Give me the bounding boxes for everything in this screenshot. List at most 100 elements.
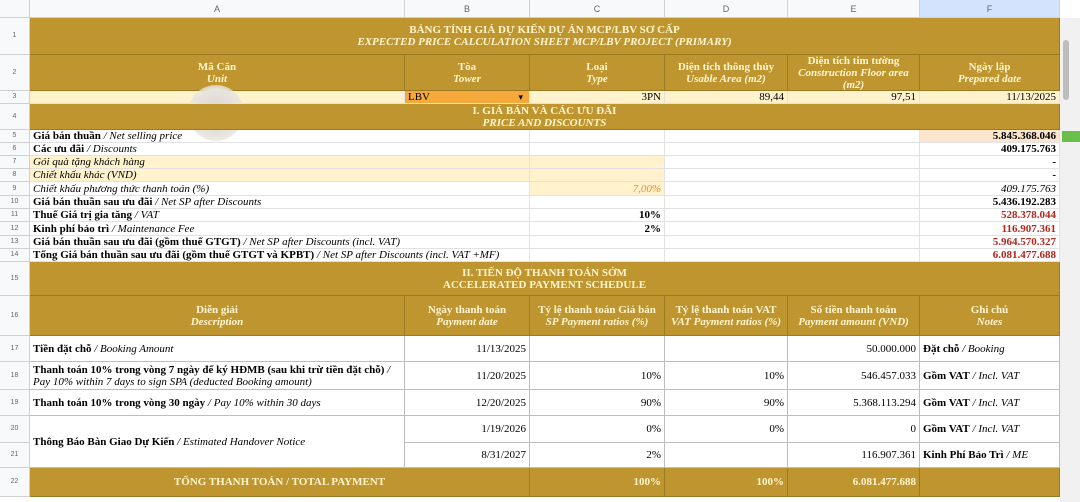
cell-text: Construction Floor area (m2)	[798, 66, 909, 91]
price-value: 5.964.570.327	[920, 236, 1060, 249]
cell-content: 14	[3, 249, 26, 261]
vat-ratio	[665, 443, 788, 468]
cell-text: 21	[10, 451, 19, 458]
cell-text: / Booking Amount	[94, 342, 174, 355]
cell-content: Thanh toán 10% trong vòng 30 ngày / Pay …	[33, 397, 401, 409]
cell-content: 116.907.361	[791, 449, 916, 461]
price-label: Giá bán thuần / Net selling price	[30, 130, 530, 143]
cell-text: / Net SP after Discounts (incl. VAT +MF)	[316, 249, 500, 261]
cell-text: 100%	[756, 476, 785, 488]
column-header: C	[530, 0, 665, 18]
tower-select[interactable]: LBV ▾	[405, 91, 530, 104]
column-header: A	[30, 0, 405, 18]
cell-text: Ngày thanh toán	[427, 303, 507, 316]
price-label: Chiết khấu phương thức thanh toán (%)	[30, 182, 530, 196]
cell-content: Gồm VAT / Incl. VAT	[923, 370, 1056, 382]
cell-content: 22	[3, 476, 26, 488]
cell-text: 97,51	[891, 91, 916, 103]
schedule-header: Tỷ lệ thanh toán VAT VAT Payment ratios (…	[665, 296, 788, 336]
cell-content: 5.436.192.283	[923, 196, 1056, 208]
cell-text: 116.907.361	[1001, 222, 1056, 235]
blank	[665, 209, 920, 222]
total-sp: 100%	[530, 468, 665, 497]
row-number: 9	[0, 182, 30, 196]
cell-content: 100%	[533, 476, 662, 488]
cell-text: 90%	[763, 396, 784, 409]
cell-text: LBV	[408, 91, 430, 103]
cell-text: 0%	[769, 423, 784, 435]
price-label: Giá bán thuần sau ưu đãi / Net SP after …	[30, 196, 530, 209]
cell-text: Tỷ lệ thanh toán VAT	[675, 303, 777, 316]
payment-date: 1/19/2026	[405, 416, 530, 443]
cell-text: B	[463, 3, 470, 14]
payment-note: Kinh Phí Bảo Trì / ME	[920, 443, 1060, 468]
total-vat: 100%	[665, 468, 788, 497]
price-label: Chiết khấu khác (VND)	[30, 169, 530, 182]
cell-text: Usable Area (m2)	[686, 72, 766, 85]
cell-content: 18	[3, 370, 26, 382]
price-rate	[530, 236, 665, 249]
cell-text: / Estimated Handover Notice	[177, 435, 306, 448]
cell-text: 8	[12, 171, 17, 178]
cell-text: 6.081.477.688	[852, 476, 916, 488]
cell-content: 409.175.763	[923, 143, 1056, 155]
total-label: TỔNG THANH TOÁN / TOTAL PAYMENT	[30, 468, 530, 497]
vat-ratio: 0%	[665, 416, 788, 443]
cell-text: Các ưu đãi	[33, 143, 85, 155]
schedule-header: Tỷ lệ thanh toán Giá bán SP Payment ratio…	[530, 296, 665, 336]
cell-text: 22	[10, 478, 19, 485]
row-number: 16	[0, 296, 30, 336]
cell-content: D	[668, 3, 784, 15]
cell-text: Mã Căn	[197, 60, 237, 73]
cell-content: Diện tích tim tường Construction Floor ar…	[791, 55, 916, 91]
cell-text: 19	[10, 398, 19, 406]
cell-text: 5.368.113.294	[853, 396, 916, 409]
row-number: 2	[0, 55, 30, 91]
cell-content: 11/20/2025	[408, 370, 526, 382]
cell-content: Diện tích thông thủy Usable Area (m2)	[668, 61, 784, 85]
cell-content: 16	[3, 310, 26, 322]
cell-text: 5.436.192.283	[992, 196, 1056, 208]
cell-text: / Incl. VAT	[972, 423, 1020, 435]
row-number: 1	[0, 18, 30, 55]
cell-text: 100%	[633, 476, 662, 488]
cell-text: Gồm VAT	[923, 423, 970, 435]
cell-text: Tower	[453, 72, 481, 85]
cell-text: 6.081.477.688	[992, 249, 1056, 261]
dropdown-arrow[interactable]: ▾	[518, 92, 523, 102]
payment-amount: 546.457.033	[788, 362, 920, 390]
cell-text: Tiền đặt chỗ	[33, 342, 92, 355]
row-number: 15	[0, 262, 30, 296]
vat-ratio: 10%	[665, 362, 788, 390]
cell-content: 3PN	[533, 91, 661, 103]
cell-text: / Incl. VAT	[972, 396, 1020, 409]
schedule-header: Số tiền thanh toán Payment amount (VND)	[788, 296, 920, 336]
scrollbar-thumb[interactable]	[1063, 40, 1069, 100]
price-rate	[530, 130, 665, 143]
row-number: 6	[0, 143, 30, 156]
cell-content: Kinh phí bảo trì / Maintenance Fee	[33, 223, 526, 235]
cell-content: 116.907.361	[923, 223, 1056, 235]
price-rate	[530, 169, 665, 182]
cell-content: I. GIÁ BÁN VÀ CÁC ƯU ĐÃI PRICE AND DISCOU…	[33, 105, 1056, 129]
cell-text: Thanh toán 10% trong vòng 30 ngày	[33, 396, 206, 409]
section-title: II. TIẾN ĐỘ THANH TOÁN SỚM ACCELERATED PA…	[30, 262, 1060, 296]
cell-content: Gồm VAT / Incl. VAT	[923, 397, 1056, 409]
cell-text: VAT Payment ratios (%)	[670, 315, 782, 328]
cell-content: 2%	[533, 449, 661, 461]
cell-text: BẢNG TÍNH GIÁ DỰ KIẾN DỰ ÁN MCP/LBV SƠ C…	[409, 24, 680, 36]
vat-ratio: 90%	[665, 390, 788, 416]
price-rate: 2%	[530, 222, 665, 236]
info-header: Tòa Tower	[405, 55, 530, 91]
cell-text: 2%	[646, 449, 661, 461]
cell-text: 409.175.763	[1001, 182, 1056, 195]
cell-content: 50.000.000	[791, 343, 917, 355]
cell-text: 0	[910, 423, 917, 435]
info-header: Diện tích thông thủy Usable Area (m2)	[665, 55, 788, 91]
cell-text: Thông Báo Bàn Giao Dự Kiến	[33, 435, 175, 448]
cell-content: 7,00%	[533, 183, 661, 195]
cell-text: Kinh Phí Bảo Trì	[923, 449, 1004, 461]
cell-text: Diện tích thông thủy	[677, 60, 775, 73]
cell-content: 12	[3, 223, 26, 235]
cell-content: Các ưu đãi / Discounts	[33, 143, 526, 155]
